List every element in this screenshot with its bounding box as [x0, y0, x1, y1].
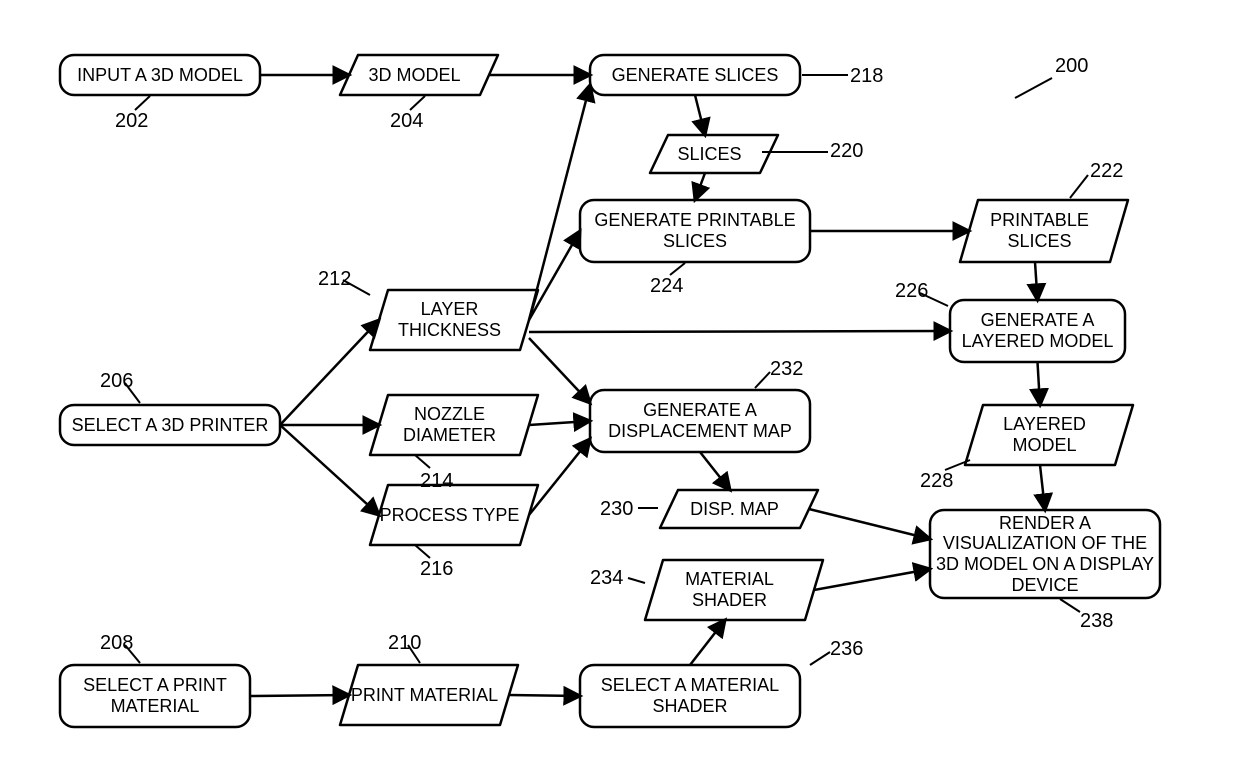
shapes-layer [60, 55, 1160, 727]
edge-n206-n212 [280, 320, 379, 425]
edge-n232-n230 [700, 452, 730, 490]
node-n210 [340, 665, 518, 725]
node-n238 [930, 510, 1160, 598]
edge-n222-n226 [1035, 262, 1038, 300]
edge-n234-n238 [814, 569, 930, 590]
edge-n214-n232 [529, 421, 590, 425]
node-n222 [960, 200, 1128, 262]
edge-n220-n224 [695, 173, 705, 200]
node-n218 [590, 55, 800, 95]
edge-n216-n232 [529, 439, 590, 515]
edge-n210-n236 [509, 695, 580, 696]
edges-layer [250, 75, 1045, 696]
node-n220 [650, 135, 778, 173]
flowchart-svg [0, 0, 1240, 774]
node-n228 [965, 405, 1133, 465]
node-n216 [370, 485, 538, 545]
edge-n212-n224 [529, 231, 580, 320]
edge-n212-n226 [529, 331, 950, 332]
edge-n218-n220 [695, 95, 705, 135]
node-n202 [60, 55, 260, 95]
node-n206 [60, 405, 280, 445]
edge-n236-n234 [690, 620, 725, 665]
edge-n208-n210 [250, 695, 349, 696]
node-n226 [950, 300, 1125, 362]
node-n236 [580, 665, 800, 727]
node-n208 [60, 665, 250, 727]
edge-n212-n232 [529, 338, 590, 403]
ref-tails-layer [125, 75, 1088, 665]
edge-n228-n238 [1040, 465, 1045, 510]
node-n214 [370, 395, 538, 455]
node-n212 [370, 290, 538, 350]
node-n224 [580, 200, 810, 262]
edge-n212-n218 [529, 85, 590, 320]
flowchart-stage: INPUT A 3D MODEL3D MODELGENERATE SLICESS… [0, 0, 1240, 774]
node-n204 [340, 55, 498, 95]
node-n230 [660, 490, 818, 528]
node-n232 [590, 390, 810, 452]
node-n234 [645, 560, 823, 620]
edge-n230-n238 [809, 509, 930, 539]
edge-n226-n228 [1038, 362, 1041, 405]
edge-n206-n216 [280, 425, 379, 515]
